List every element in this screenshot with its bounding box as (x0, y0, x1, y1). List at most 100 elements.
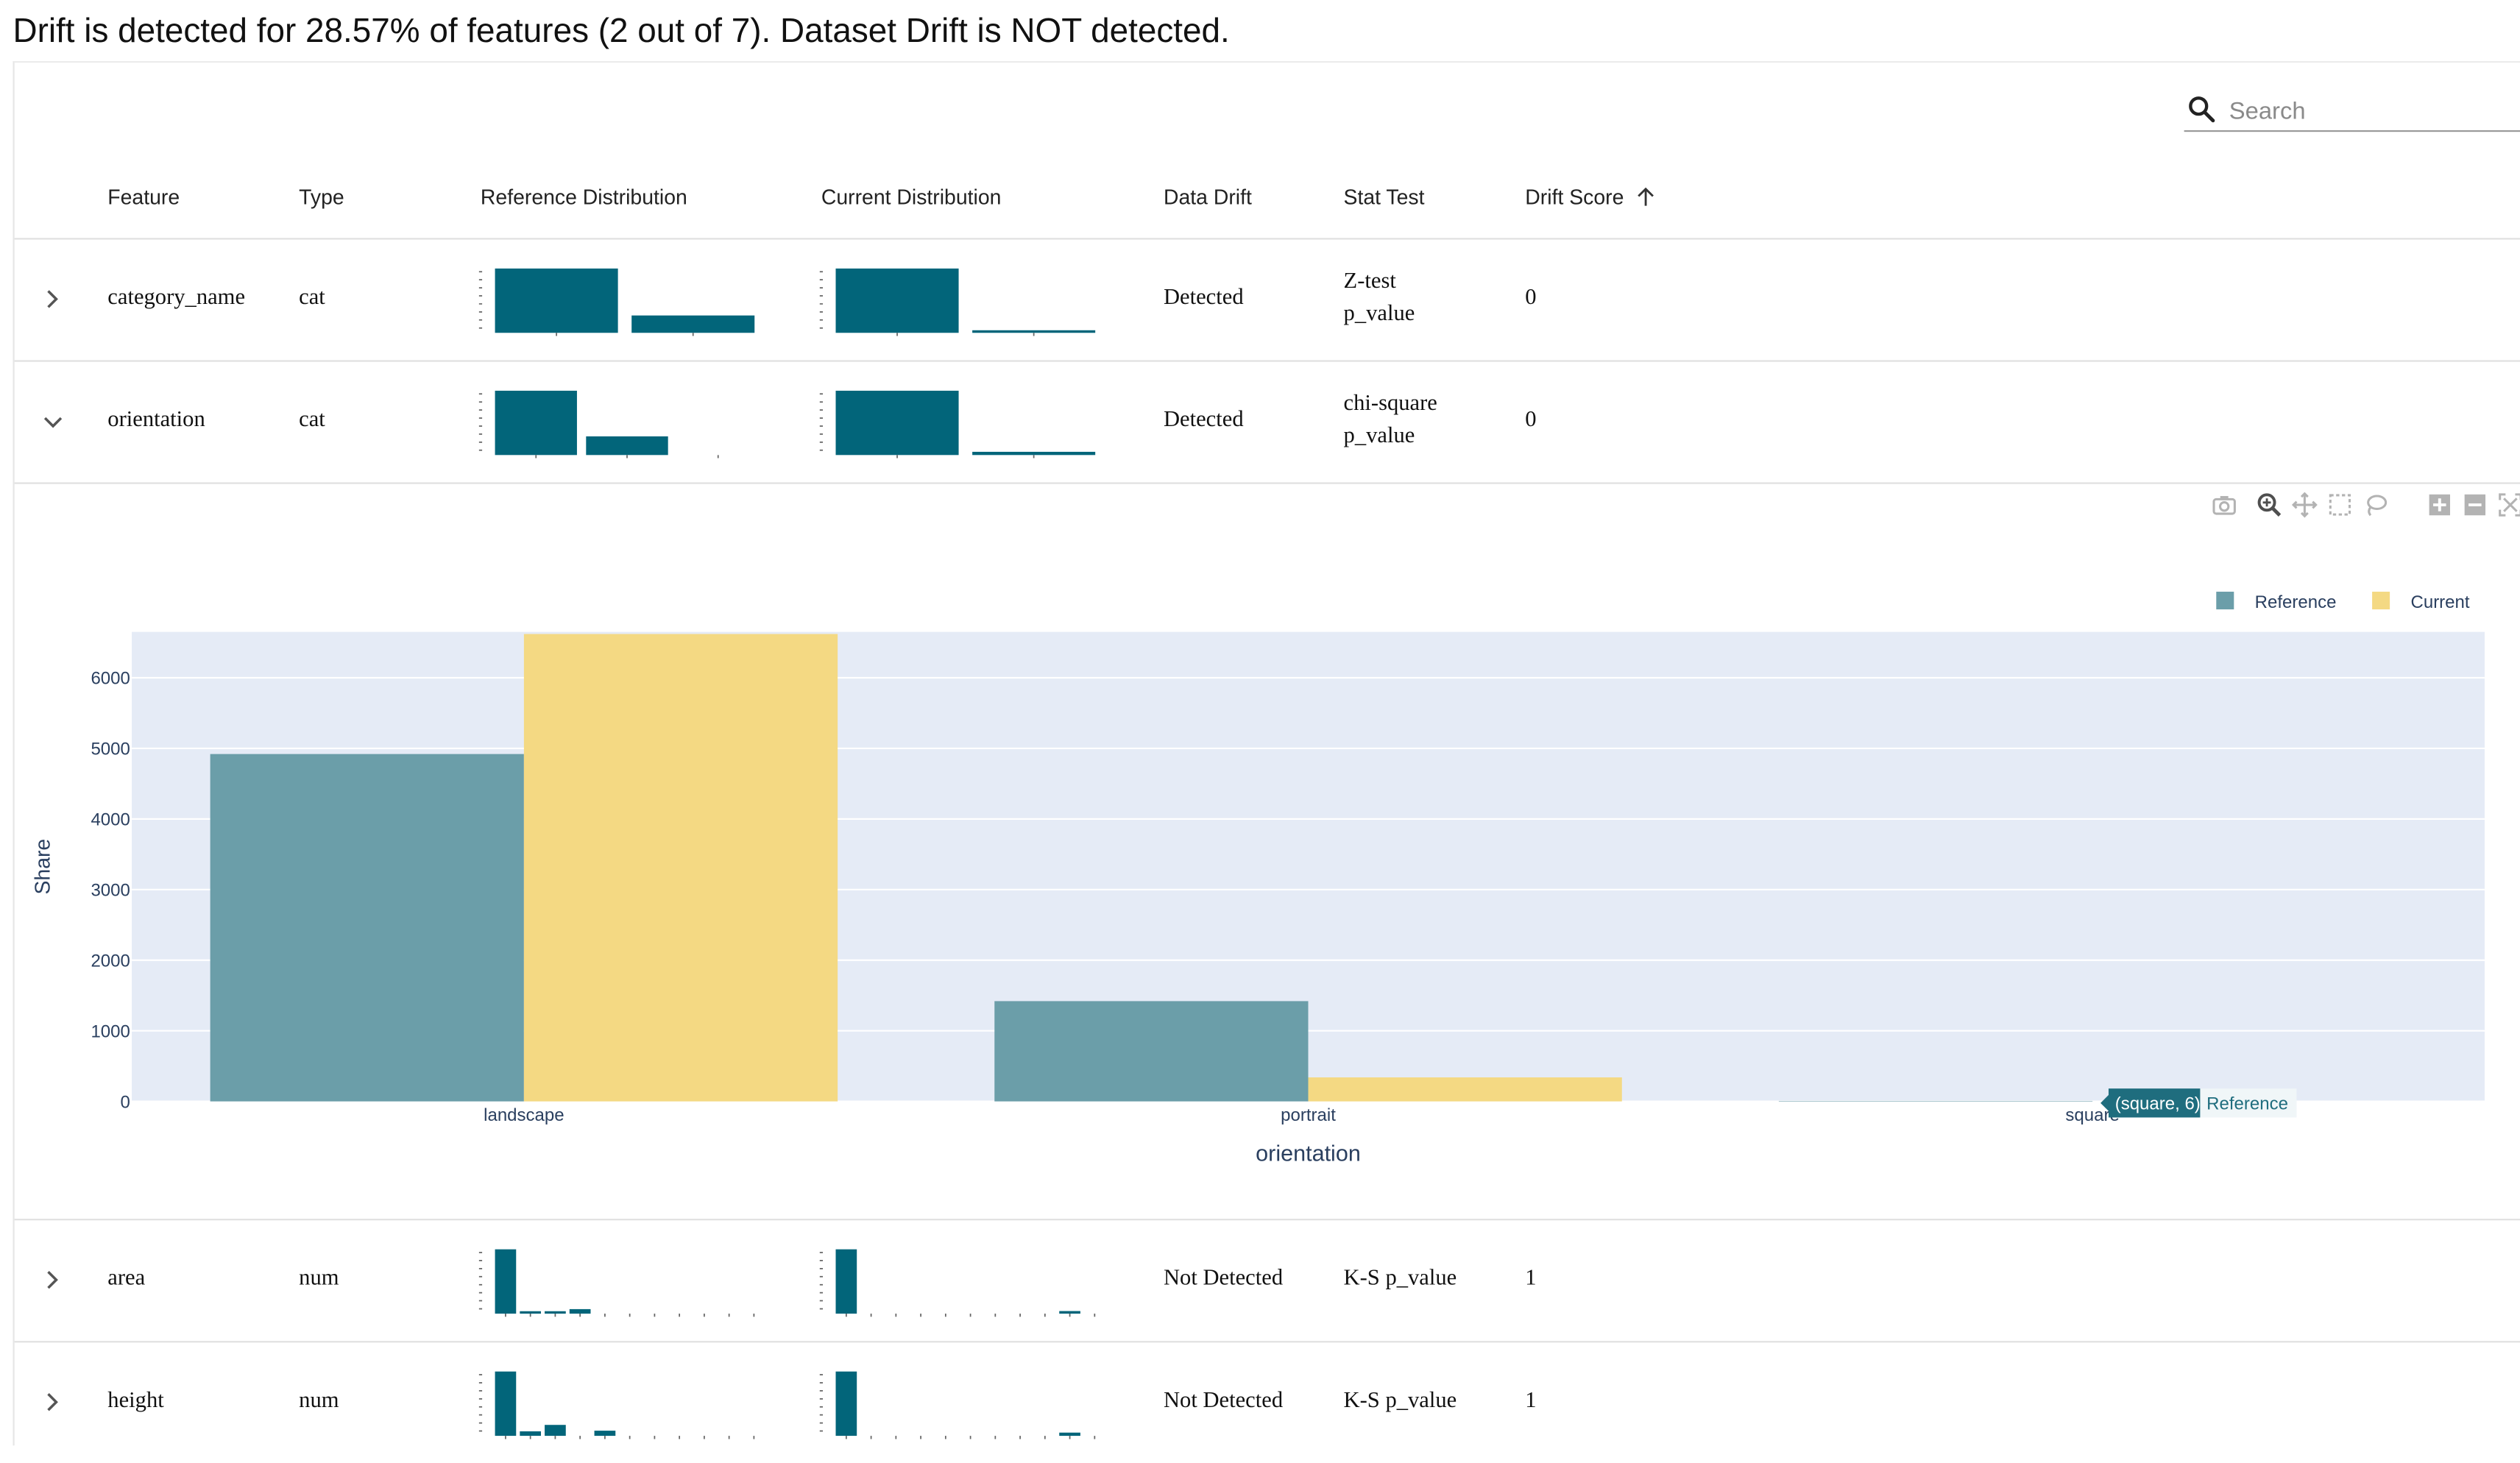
spark-bar (972, 330, 1096, 333)
bar-reference-landscape[interactable] (210, 754, 524, 1102)
feature-type: num (299, 1267, 339, 1292)
spark-bar (835, 390, 959, 456)
reference-distribution-chart (478, 1249, 755, 1317)
pan-icon[interactable] (2291, 492, 2318, 518)
table-row-category-name[interactable]: category_name cat Detected Z-test p_valu… (15, 240, 2520, 361)
current-distribution-chart (819, 1249, 1096, 1317)
y-tick-label: 0 (121, 1092, 130, 1112)
spark-bar (520, 1431, 542, 1437)
spark-bar (495, 1249, 517, 1314)
spark-bar (545, 1425, 566, 1437)
hover-series-name: Reference (2206, 1094, 2288, 1114)
drift-summary: Drift is detected for 28.57% of features… (13, 13, 1230, 50)
feature-name: area (107, 1267, 146, 1292)
stat-test-line1: Z-test (1343, 270, 1396, 294)
row-divider (14, 1341, 2520, 1343)
header-drift-score[interactable]: Drift Score (1525, 185, 1655, 209)
spark-bar (586, 436, 668, 456)
orientation-detail-plot: 0 1000 2000 3000 4000 5000 6000 landscape portra… (15, 484, 2520, 1221)
drift-score: 1 (1525, 1389, 1537, 1414)
drift-status: Not Detected (1163, 1389, 1284, 1414)
box-select-icon[interactable] (2327, 492, 2353, 518)
feature-name: category_name (107, 286, 246, 311)
header-data-drift[interactable]: Data Drift (1163, 185, 1252, 210)
chevron-right-icon[interactable] (37, 283, 69, 316)
spark-bar (835, 1249, 857, 1314)
spark-bar (835, 1371, 857, 1437)
spark-bar (1059, 1432, 1080, 1437)
current-distribution-chart (819, 268, 1096, 336)
stat-test: K-S p_value (1343, 1389, 1457, 1414)
bar-current-portrait[interactable] (1308, 1077, 1622, 1102)
feature-type: cat (299, 286, 325, 311)
reference-distribution-chart (478, 390, 719, 458)
zoom-in-icon[interactable] (2427, 492, 2452, 518)
zoom-out-icon[interactable] (2462, 492, 2488, 518)
y-axis-title: Share (32, 839, 55, 895)
feature-type: cat (299, 408, 325, 433)
search-input[interactable] (2226, 93, 2520, 129)
y-tick-label: 5000 (91, 740, 130, 759)
stat-test-line2: p_value (1343, 424, 1415, 449)
x-axis-title: orientation (1256, 1141, 1361, 1166)
hover-pointer (2100, 1093, 2111, 1113)
zoom-icon[interactable] (2257, 492, 2282, 518)
spark-bar (495, 390, 577, 456)
table-row-orientation[interactable]: orientation cat Detected chi-square p_va… (15, 362, 2520, 483)
feature-type: num (299, 1389, 339, 1414)
spark-bar (594, 1431, 616, 1437)
x-tick-label: portrait (1281, 1105, 1336, 1125)
legend-swatch-current[interactable] (2372, 592, 2390, 610)
lasso-select-icon[interactable] (2362, 492, 2388, 518)
chevron-down-icon[interactable] (37, 405, 69, 438)
search-box[interactable] (2184, 92, 2520, 132)
stat-test: K-S p_value (1343, 1267, 1457, 1292)
bar-reference-portrait[interactable] (994, 1001, 1309, 1102)
bar-reference-square[interactable] (1778, 1101, 2093, 1102)
drift-table-panel: Feature Type Reference Distribution Curr… (13, 61, 2520, 1446)
header-current-distribution[interactable]: Current Distribution (821, 185, 1002, 210)
hover-series-box (2200, 1088, 2297, 1118)
chevron-right-icon[interactable] (37, 1264, 69, 1296)
drift-status: Detected (1163, 286, 1244, 311)
legend-label-current[interactable]: Current (2411, 592, 2470, 612)
reference-distribution-chart (478, 268, 755, 336)
reference-distribution-chart (478, 1371, 755, 1439)
spark-bar (972, 451, 1096, 456)
drift-score: 1 (1525, 1267, 1537, 1292)
drift-score: 0 (1525, 286, 1537, 311)
header-stat-test[interactable]: Stat Test (1343, 185, 1425, 210)
y-tick-label: 6000 (91, 669, 130, 689)
table-row-area[interactable]: area num Not Detected K-S p_value 1 (15, 1220, 2520, 1341)
sort-ascending-icon[interactable] (1636, 186, 1655, 207)
header-type[interactable]: Type (299, 185, 344, 210)
row-divider (14, 482, 2520, 484)
feature-name: height (107, 1389, 164, 1414)
legend-label-reference[interactable]: Reference (2255, 592, 2337, 612)
header-divider (14, 238, 2520, 240)
row-divider (14, 360, 2520, 362)
autoscale-icon[interactable] (2497, 492, 2520, 518)
header-reference-distribution[interactable]: Reference Distribution (480, 185, 687, 210)
spark-bar (569, 1308, 591, 1314)
spark-bar (545, 1311, 566, 1314)
y-tick-label: 1000 (91, 1021, 130, 1041)
legend-swatch-reference[interactable] (2216, 592, 2234, 610)
spark-bar (631, 315, 755, 333)
spark-bar (495, 1371, 517, 1437)
spark-bar (520, 1311, 542, 1314)
drift-status: Detected (1163, 408, 1244, 433)
stat-test-line1: chi-square (1343, 392, 1437, 417)
header-feature[interactable]: Feature (107, 185, 180, 210)
y-tick-label: 2000 (91, 951, 130, 971)
drift-status: Not Detected (1163, 1267, 1284, 1292)
drift-score: 0 (1525, 408, 1537, 433)
bar-current-landscape[interactable] (523, 634, 838, 1102)
camera-icon[interactable] (2212, 492, 2237, 518)
spark-bar (835, 268, 959, 333)
hover-box (2108, 1088, 2201, 1118)
x-tick-label: landscape (484, 1105, 564, 1125)
row-divider (14, 1219, 2520, 1221)
table-row-height[interactable]: height num Not Detected K-S p_value 1 (15, 1342, 2520, 1463)
chevron-right-icon[interactable] (37, 1386, 69, 1418)
